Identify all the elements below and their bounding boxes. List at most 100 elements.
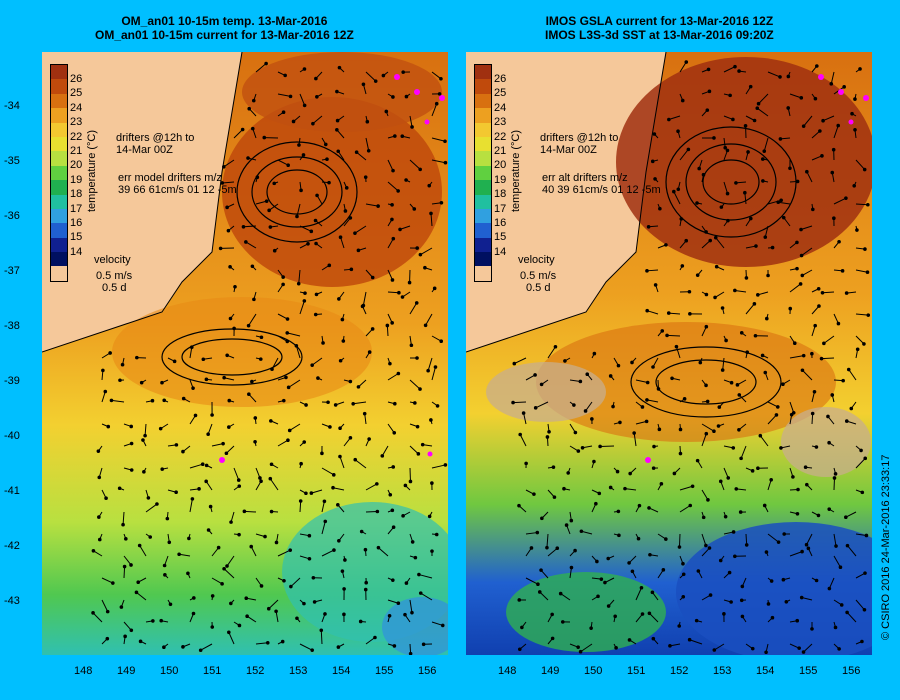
velocity-arrowhead [863,456,868,461]
velocity-arrowhead [784,599,789,604]
velocity-arrowhead [630,360,634,365]
velocity-arrowhead [850,111,854,116]
velocity-arrow [845,511,857,518]
velocity-arrow [833,533,837,547]
velocity-arrowhead [688,503,693,508]
velocity-arrowhead [338,454,342,459]
colorbar-swatch [475,223,491,238]
velocity-arrowhead [640,405,645,409]
velocity-arrowhead [596,594,600,599]
colorbar-tick-label: 17 [70,202,83,215]
velocity-arrowhead [302,601,306,606]
velocity-arrowhead [351,401,355,406]
velocity-arrowhead [833,625,838,630]
velocity-arrowhead [799,595,804,600]
velocity-arrowhead [119,605,124,609]
velocity-arrowhead [148,535,153,539]
velocity-arrowhead [615,469,620,474]
velocity-arrowhead [701,515,706,520]
velocity-arrowhead [137,543,142,548]
right-second-eddy [536,322,836,442]
velocity-arrowhead [336,503,340,507]
velocity-arrowhead [550,612,554,617]
colorbar-tick-label: 15 [494,231,507,244]
velocity-arrowhead [206,528,211,532]
velocity-arrowhead [734,487,739,491]
velocity-arrowhead [381,73,386,78]
right-coast [466,52,667,353]
velocity-arrow [409,115,413,128]
velocity-arrowhead [281,110,286,115]
colorbar-tick-label: 18 [494,188,507,201]
velocity-arrow [268,599,279,610]
velocity-arrowhead [418,252,423,257]
velocity-arrowhead [413,555,418,560]
velocity-arrowhead [162,645,166,650]
velocity-arrow [311,357,323,366]
velocity-arrowhead [342,612,346,617]
velocity-arrowhead [414,301,419,305]
velocity-arrow [277,549,291,557]
colorbar-swatch [475,252,491,267]
velocity-arrowhead [390,321,394,325]
velocity-arrow [296,203,301,217]
velocity-arrow [847,545,857,557]
velocity-arrowhead [795,618,800,623]
velocity-arrowhead [705,399,710,404]
velocity-arrowhead [242,509,247,514]
velocity-arrowhead [840,269,845,273]
velocity-arrowhead [342,587,346,591]
credit-text: © CSIRO 2016 24-Mar-2016 23:33:17 [880,454,892,640]
velocity-arrowhead [349,267,354,272]
velocity-arrowhead [760,353,765,358]
colorbar-tick-label: 24 [494,101,507,114]
velocity-arrowhead [391,168,395,173]
velocity-arrowhead [712,429,716,434]
velocity-arrowhead [101,368,105,373]
longitude-label: 152 [246,665,265,677]
velocity-arrowhead [639,585,644,590]
velocity-arrowhead [863,571,867,575]
velocity-arrowhead [104,496,108,501]
velocity-arrowhead [564,523,569,527]
velocity-arrowhead [162,563,167,568]
velocity-arrow [244,510,257,513]
colorbar-swatch [51,194,67,209]
velocity-arrowhead [302,67,307,71]
velocity-arrow [365,483,378,491]
velocity-arrowhead [245,614,249,619]
velocity-arrowhead [677,545,682,549]
velocity-arrowhead [168,602,173,607]
velocity-arrowhead [408,479,413,484]
velocity-arrowhead [614,646,618,650]
velocity-arrowhead [540,516,544,521]
velocity-arrowhead [91,548,96,553]
velocity-arrowhead [645,398,649,402]
velocity-arrowhead [750,469,755,473]
velocity-arrowhead [412,207,417,211]
velocity-arrow [299,300,305,315]
velocity-arrowhead [589,626,593,630]
velocity-arrowhead [155,502,159,506]
colorbar-swatch [51,165,67,181]
velocity-arrowhead [707,546,712,550]
velocity-arrowhead [517,598,522,602]
velocity-arrowhead [704,292,709,297]
velocity-arrow [248,313,257,326]
velocity-arrow [387,159,394,171]
velocity-arrowhead [340,569,345,573]
velocity-arrowhead [427,514,432,519]
velocity-arrowhead [666,311,671,315]
velocity-arrowhead [225,564,229,568]
velocity-arrowhead [319,628,324,633]
velocity-arrowhead [322,499,327,504]
velocity-arrowhead [746,150,750,154]
colorbar-swatch [51,223,67,238]
velocity-arrowhead [250,379,254,384]
velocity-arrowhead [249,544,254,549]
velocity-arrowhead [328,425,332,429]
velocity-arrowhead [103,389,108,394]
colorbar-swatch [475,180,491,195]
velocity-arrowhead [722,612,726,616]
velocity-arrowhead [390,217,394,222]
